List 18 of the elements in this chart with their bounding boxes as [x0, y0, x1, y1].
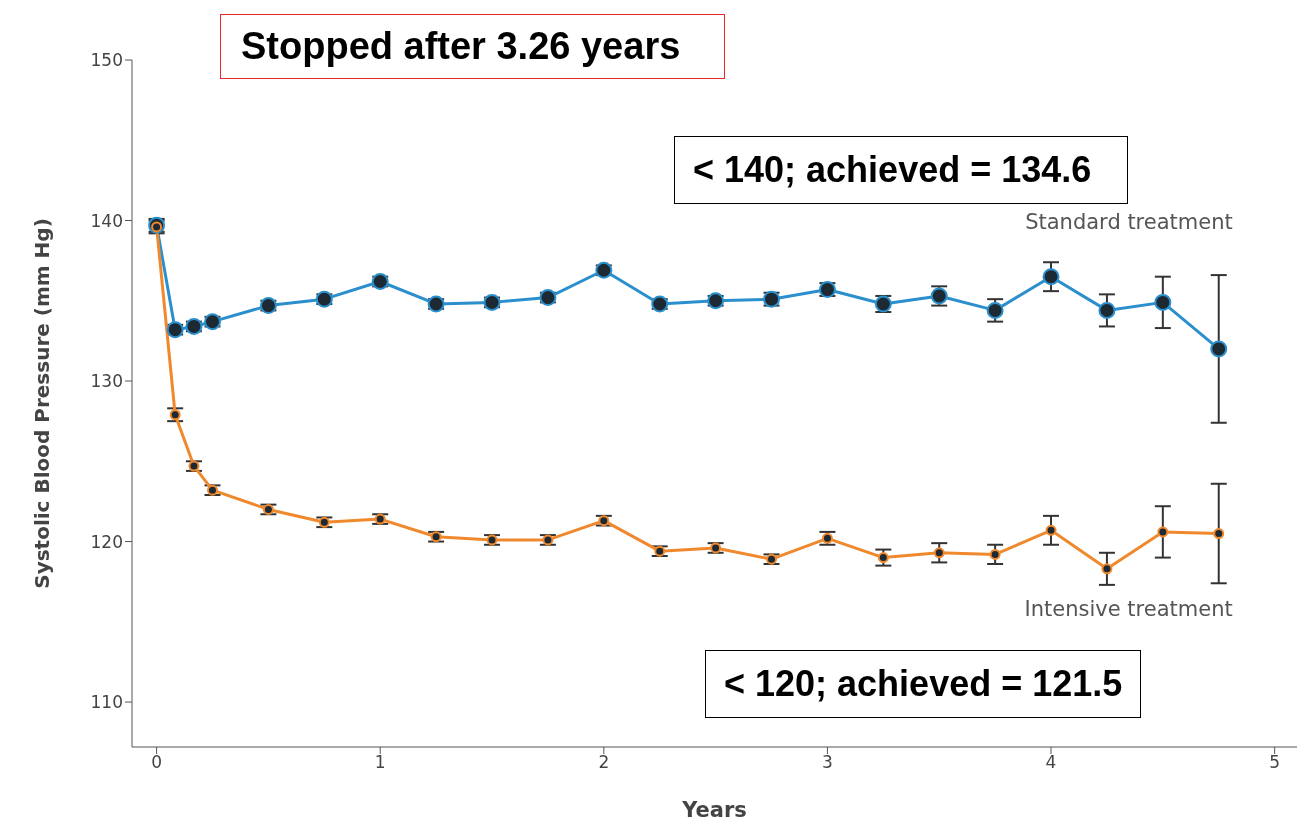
annotation: Stopped after 3.26 years	[220, 14, 726, 79]
x-axis-title: Years	[681, 798, 747, 822]
x-tick-label: 0	[151, 752, 163, 773]
y-tick-label: 120	[90, 531, 123, 552]
series-label: Intensive treatment	[1024, 596, 1233, 621]
text: Standard treatment	[1025, 209, 1233, 234]
annotation: < 120; achieved = 121.5	[705, 650, 1142, 718]
x-tick-label: 1	[374, 752, 386, 773]
x-tick-label: 3	[822, 752, 833, 773]
annotation: < 140; achieved = 134.6	[674, 136, 1129, 204]
y-tick-label: 110	[90, 692, 123, 713]
y-axis-title: Systolic Blood Pressure (mm Hg)	[30, 218, 55, 589]
y-tick-label: 150	[90, 50, 123, 71]
y-tick-label: 130	[90, 371, 123, 392]
x-tick-label: 4	[1045, 752, 1057, 773]
y-tick-label: 140	[90, 210, 123, 231]
x-tick-label: 5	[1269, 752, 1281, 773]
x-tick-label: 2	[598, 752, 610, 773]
